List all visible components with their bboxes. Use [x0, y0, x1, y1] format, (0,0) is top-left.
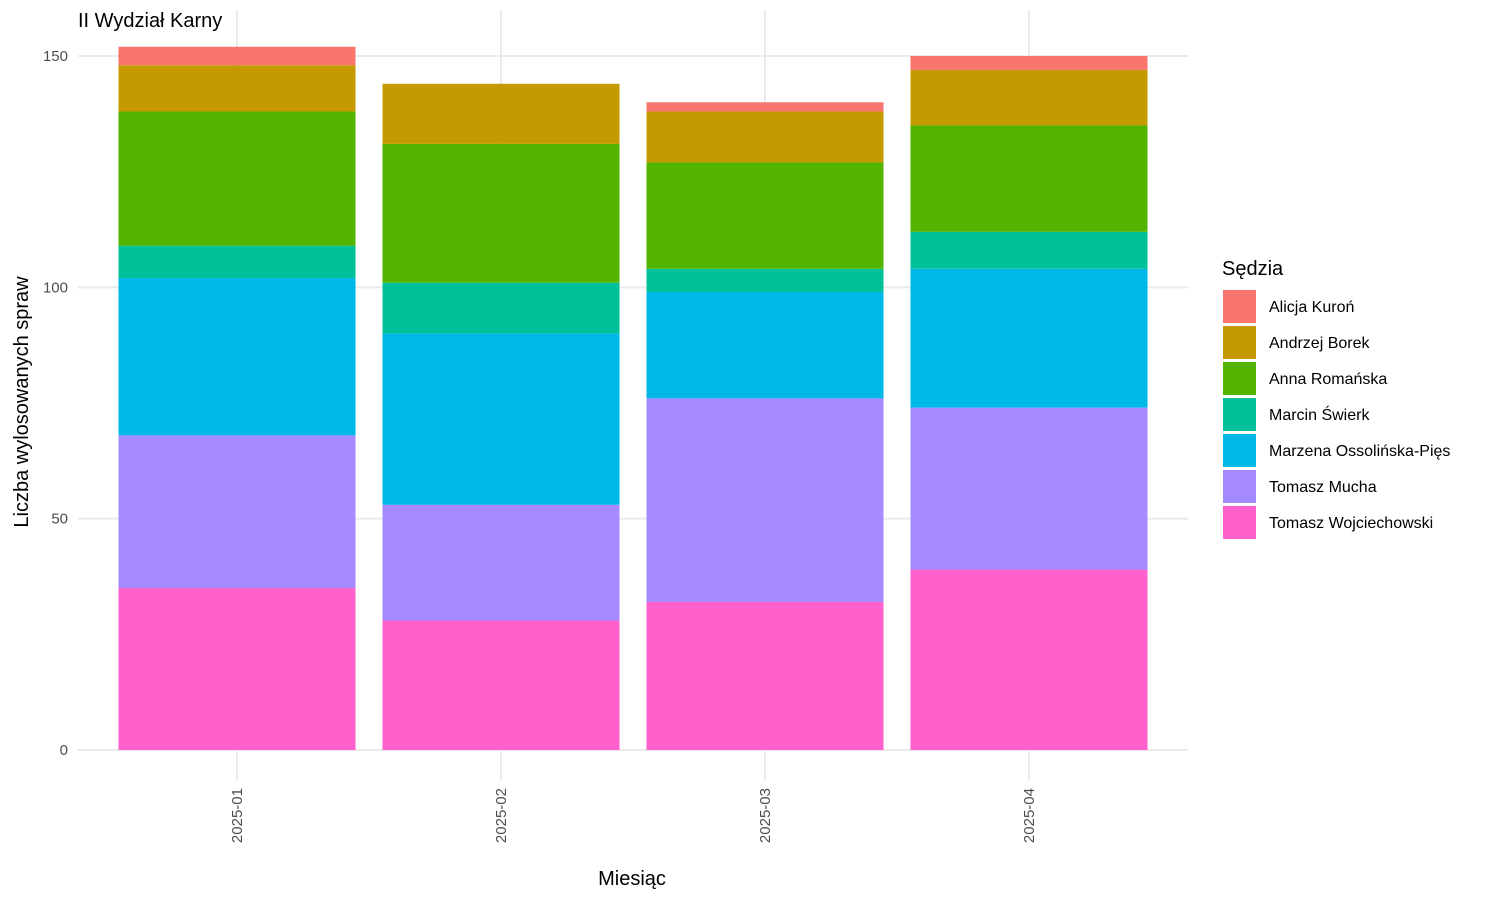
bar-segment	[118, 46, 356, 66]
legend-key	[1223, 326, 1256, 359]
bar-segment	[646, 162, 884, 269]
y-axis-title: Liczba wylosowanych spraw	[11, 276, 33, 528]
legend-label: Andrzej Borek	[1269, 335, 1370, 352]
bar-segment	[910, 569, 1148, 750]
bar-segment	[910, 69, 1148, 126]
legend-key	[1223, 506, 1256, 539]
legend-label: Marzena Ossolińska-Pięs	[1269, 443, 1450, 460]
bar-segment	[118, 111, 356, 246]
bar-segment	[118, 588, 356, 750]
bar-segment	[646, 111, 884, 163]
bar-segment	[382, 282, 620, 334]
bar-segment	[910, 407, 1148, 570]
bar-segment	[382, 620, 620, 750]
x-tick-label: 2025-04	[1021, 788, 1038, 843]
legend-label: Tomasz Mucha	[1269, 479, 1377, 496]
bars	[118, 46, 1148, 750]
legend-key	[1223, 362, 1256, 395]
legend-key	[1223, 398, 1256, 431]
legend-label: Anna Romańska	[1269, 371, 1387, 388]
legend-key	[1223, 470, 1256, 503]
bar-segment	[646, 102, 884, 112]
x-tick-label: 2025-02	[493, 788, 510, 843]
bar-segment	[118, 278, 356, 436]
legend-key	[1223, 290, 1256, 323]
bar-segment	[382, 504, 620, 621]
bar-segment	[646, 398, 884, 602]
bar-segment	[646, 268, 884, 292]
x-tick-label: 2025-03	[757, 788, 774, 843]
bar-segment	[646, 291, 884, 399]
x-tick-labels: 2025-01 2025-02 2025-03 2025-04	[229, 788, 1038, 843]
y-tick-label: 150	[43, 48, 68, 65]
bar-segment	[910, 125, 1148, 232]
x-tick-label: 2025-01	[229, 788, 246, 843]
chart-title: II Wydział Karny	[78, 10, 222, 32]
y-tick-label: 0	[60, 742, 68, 759]
bar-segment	[910, 56, 1148, 70]
x-axis-title: Miesiąc	[598, 868, 666, 890]
y-tick-label: 100	[43, 279, 68, 296]
legend: Sędzia Alicja Kuroń Andrzej Borek Anna Rom…	[1222, 258, 1450, 539]
bar-segment	[382, 143, 620, 283]
legend-label: Marcin Świerk	[1269, 405, 1370, 424]
y-tick-label: 50	[51, 511, 68, 528]
bar-segment	[118, 65, 356, 112]
legend-title: Sędzia	[1222, 258, 1284, 280]
bar-segment	[118, 435, 356, 589]
bar-segment	[382, 333, 620, 505]
legend-label: Tomasz Wojciechowski	[1269, 515, 1433, 532]
bar-segment	[382, 83, 620, 144]
legend-key	[1223, 434, 1256, 467]
bar-segment	[646, 601, 884, 750]
bar-segment	[910, 268, 1148, 408]
legend-label: Alicja Kuroń	[1269, 299, 1354, 316]
bar-segment	[910, 231, 1148, 269]
bar-segment	[118, 245, 356, 279]
y-tick-labels: 0 50 100 150	[43, 48, 68, 759]
